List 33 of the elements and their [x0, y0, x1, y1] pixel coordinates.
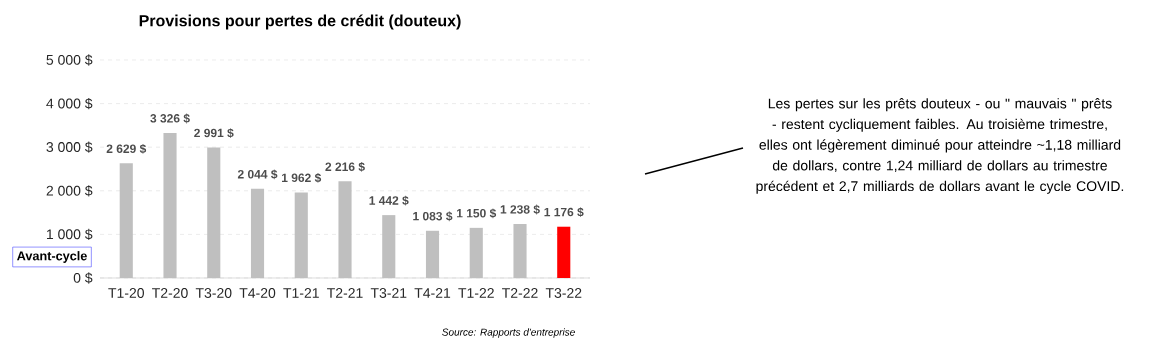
x-tick-label: T2-22	[502, 288, 538, 298]
y-tick-label: 3 000 $	[46, 141, 93, 153]
y-tick-label: 1 000 $	[47, 228, 93, 241]
x-tick-label: T2-21	[327, 288, 363, 298]
y-tick-label: 4 000 $	[46, 97, 93, 110]
data-label: 2 629 $	[106, 143, 147, 154]
chart-title: Provisions pour pertes de crédit (douteux)	[139, 14, 461, 30]
data-label: 1 150 $	[456, 208, 497, 219]
x-tick-label: T1-20	[108, 288, 144, 298]
bar	[557, 226, 571, 278]
x-tick-label: T1-22	[458, 288, 494, 298]
data-label: 2 216 $	[325, 161, 365, 172]
x-tick-label: T3-20	[195, 288, 232, 298]
data-label: 2 044 $	[237, 169, 278, 180]
data-label: 3 326 $	[150, 113, 190, 124]
y-tick-label: 0 $	[73, 272, 93, 284]
y-tick-label: 5 000 $	[46, 54, 93, 66]
source-note: Source: Rapports d'entreprise	[442, 328, 575, 338]
y-tick-label: 2 000 $	[46, 185, 93, 197]
text: Avant-cycle	[17, 251, 87, 263]
x-tick-label: T3-22	[545, 288, 582, 298]
x-tick-label: T4-21	[414, 288, 451, 298]
x-tick-label: T2-20	[152, 288, 188, 298]
text: Les pertes sur les prêts douteux - ou " mauvais " prêts - restent cycliquement faibles. Au troisième trimestre, elles ont légèrement diminué pour atteindre ~1,18 milliard de dollars, contre 1,24 milliard de dollars au trimestre précédent et 2,7 milliards de dollars avant le cycle COVID.	[756, 98, 1124, 194]
x-tick-label: T4-20	[239, 288, 276, 298]
data-label: 1 176 $	[544, 207, 584, 218]
data-label: 2 991 $	[194, 128, 234, 138]
data-label: 1 083 $	[413, 211, 453, 222]
data-label: 1 442 $	[369, 195, 409, 206]
data-label: 1 238 $	[500, 204, 540, 215]
data-label: 1 962 $	[282, 173, 322, 183]
x-tick-label: T3-21	[370, 288, 407, 298]
x-tick-label: T1-21	[283, 288, 319, 298]
